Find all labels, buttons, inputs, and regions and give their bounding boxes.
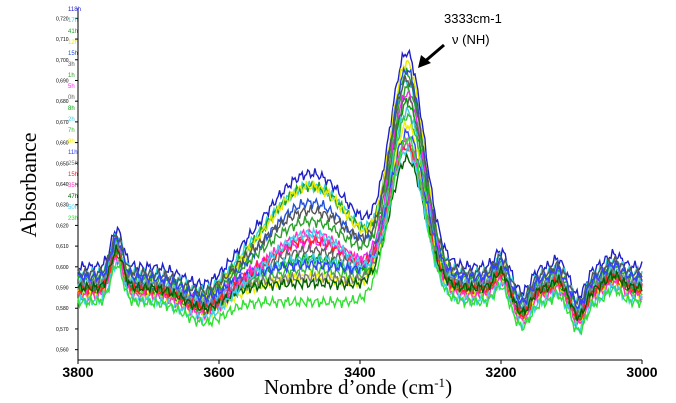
y-tick-label: 0,660: [56, 141, 69, 147]
legend-item: 47h: [68, 194, 78, 200]
y-tick-label: 0,580: [56, 306, 69, 312]
annotation-arrow-icon: [418, 43, 445, 68]
y-tick-label: 0,680: [56, 99, 69, 105]
y-tick-label: 0,670: [56, 120, 69, 126]
y-tick-label: 0,590: [56, 286, 69, 292]
legend-item: 2h: [68, 117, 75, 123]
y-tick-label: 0,630: [56, 203, 69, 209]
y-tick-label: 0,610: [56, 244, 69, 250]
x-axis-title: Nombre d’onde (cm-1): [264, 375, 452, 399]
series-layer: [77, 48, 643, 336]
legend-item: 5h: [68, 84, 75, 90]
x-tick-label: 3600: [203, 364, 234, 380]
series-line-5: [77, 75, 643, 306]
legend-item: 50h: [68, 205, 78, 211]
legend-item: 8h: [68, 106, 75, 112]
y-tick-label: 0,570: [56, 327, 69, 333]
y-tick-label: 0,650: [56, 161, 69, 167]
y-tick-label: 0,620: [56, 223, 69, 229]
legend-item: 118h: [68, 7, 81, 13]
x-tick-label: 3000: [626, 364, 657, 380]
legend-item: 9h: [68, 139, 75, 145]
y-tick-label: 0,700: [56, 58, 69, 64]
y-tick-label: 0,710: [56, 37, 69, 43]
x-tick-label: 3200: [485, 364, 516, 380]
y-tick-label: 0,720: [56, 16, 69, 22]
y-tick-label: 0,640: [56, 182, 69, 188]
axes: 3800 3600 3400 3200 3000 0,720 0,710 0,700 0,690…: [56, 8, 658, 380]
legend-item: 15h: [68, 51, 78, 57]
y-tick-label: 0,600: [56, 265, 69, 271]
peak-annotation: 3333cm-1 ν (NH): [418, 11, 502, 68]
series-line-0: [77, 48, 643, 301]
series-line-18: [77, 143, 643, 336]
y-tick-label: 0,560: [56, 348, 69, 354]
legend-item: 0h: [68, 95, 75, 101]
series-line-17: [77, 151, 643, 322]
y-tick-label: 0,690: [56, 78, 69, 84]
legend-item: 41h: [68, 29, 78, 35]
annotation-mode: ν (NH): [452, 32, 490, 47]
series-line-16: [77, 137, 643, 330]
legend-item: 3h: [68, 62, 75, 68]
series-line-13: [77, 127, 643, 309]
x-tick-label: 3800: [62, 364, 93, 380]
x-tick-label: 3400: [344, 364, 375, 380]
legend-item: 17h: [68, 18, 78, 24]
annotation-wavenumber: 3333cm-1: [444, 11, 502, 26]
y-axis-title: Absorbance: [16, 132, 41, 237]
legend-item: 12h: [68, 40, 78, 46]
legend-item: 15h: [68, 172, 78, 178]
series-line-19: [77, 136, 643, 336]
legend: 118h 17h 41h 12h 15h 3h 1h 5h 0h 8h 2h 7h 9h 11h 25h 15…: [68, 7, 81, 222]
legend-item: 23h: [68, 216, 78, 222]
legend-item: 35h: [68, 183, 78, 189]
legend-item: 11h: [68, 150, 78, 156]
legend-item: 7h: [68, 128, 75, 134]
legend-item: 1h: [68, 73, 75, 79]
legend-item: 25h: [68, 161, 78, 167]
